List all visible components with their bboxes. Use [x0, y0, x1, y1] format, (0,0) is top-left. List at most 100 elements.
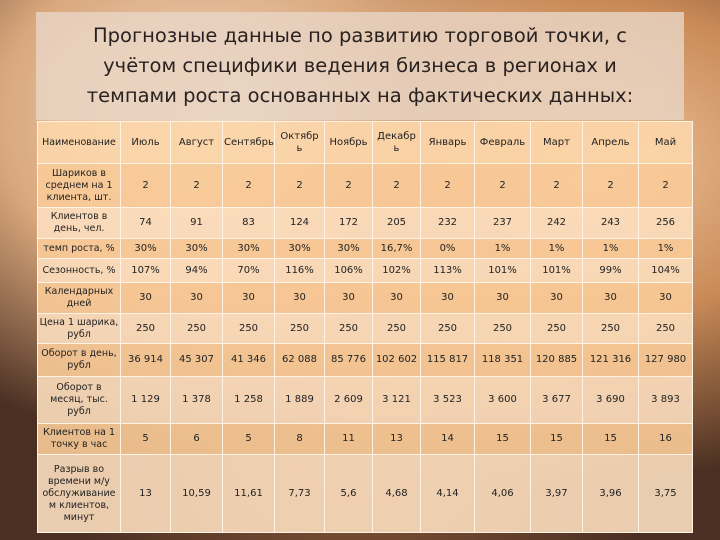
header-month-cell: Ноябрь: [324, 121, 373, 164]
value-cell: 3 690: [582, 376, 639, 425]
value-cell: 1 129: [120, 376, 171, 425]
row-label-cell: Календарных дней: [37, 281, 121, 314]
value-cell: 102%: [372, 258, 421, 283]
value-cell: 5: [222, 423, 275, 456]
header-label-cell: Наименование: [37, 121, 121, 164]
value-cell: 124: [274, 207, 325, 239]
value-cell: 30: [120, 281, 171, 314]
value-cell: 1 258: [222, 376, 275, 425]
row-label-cell: темп роста, %: [37, 237, 121, 260]
row-label-cell: Клиентов на 1 точку в час: [37, 423, 121, 456]
value-cell: 113%: [420, 258, 475, 283]
value-cell: 74: [120, 207, 171, 239]
value-cell: 8: [274, 423, 325, 456]
value-cell: 30: [638, 281, 693, 314]
value-cell: 250: [372, 312, 421, 345]
value-cell: 3 121: [372, 376, 421, 425]
value-cell: 3,75: [638, 454, 693, 533]
value-cell: 250: [420, 312, 475, 345]
header-month-cell: Октябр ь: [274, 121, 325, 164]
value-cell: 205: [372, 207, 421, 239]
value-cell: 2: [530, 162, 583, 209]
value-cell: 91: [170, 207, 223, 239]
value-cell: 250: [120, 312, 171, 345]
value-cell: 2: [638, 162, 693, 209]
row-label-cell: Оборот в месяц, тыс. рубл: [37, 376, 121, 425]
value-cell: 101%: [530, 258, 583, 283]
value-cell: 237: [474, 207, 531, 239]
value-cell: 1%: [638, 237, 693, 260]
value-cell: 250: [530, 312, 583, 345]
row-label-cell: Сезонность, %: [37, 258, 121, 283]
header-month-cell: Сентябрь: [222, 121, 275, 164]
value-cell: 2: [120, 162, 171, 209]
value-cell: 1 378: [170, 376, 223, 425]
value-cell: 127 980: [638, 343, 693, 378]
value-cell: 121 316: [582, 343, 639, 378]
table-row: Клиентов в день, чел. 74 91 83 124 172 2…: [37, 207, 693, 239]
value-cell: 4,14: [420, 454, 475, 533]
header-month-cell: Август: [170, 121, 223, 164]
value-cell: 115 817: [420, 343, 475, 378]
value-cell: 3,97: [530, 454, 583, 533]
value-cell: 232: [420, 207, 475, 239]
value-cell: 104%: [638, 258, 693, 283]
value-cell: 3 677: [530, 376, 583, 425]
value-cell: 30: [274, 281, 325, 314]
value-cell: 101%: [474, 258, 531, 283]
value-cell: 250: [170, 312, 223, 345]
value-cell: 94%: [170, 258, 223, 283]
page-title: Прогнозные данные по развитию торговой т…: [86, 24, 634, 107]
header-month-cell: Май: [638, 121, 693, 164]
value-cell: 70%: [222, 258, 275, 283]
value-cell: 1%: [582, 237, 639, 260]
value-cell: 2: [324, 162, 373, 209]
table-row: Разрыв во времени м/у обслуживание м кли…: [37, 454, 693, 533]
value-cell: 30%: [170, 237, 223, 260]
value-cell: 116%: [274, 258, 325, 283]
value-cell: 30: [324, 281, 373, 314]
value-cell: 2: [420, 162, 475, 209]
header-month-cell: Июль: [120, 121, 171, 164]
value-cell: 62 088: [274, 343, 325, 378]
value-cell: 4,06: [474, 454, 531, 533]
value-cell: 30: [530, 281, 583, 314]
value-cell: 16,7%: [372, 237, 421, 260]
value-cell: 5,6: [324, 454, 373, 533]
value-cell: 250: [274, 312, 325, 345]
value-cell: 15: [474, 423, 531, 456]
table-header-row: Наименование Июль Август Сентябрь Октябр…: [37, 121, 693, 164]
value-cell: 1%: [530, 237, 583, 260]
value-cell: 102 602: [372, 343, 421, 378]
value-cell: 30: [582, 281, 639, 314]
value-cell: 0%: [420, 237, 475, 260]
value-cell: 99%: [582, 258, 639, 283]
value-cell: 3 893: [638, 376, 693, 425]
value-cell: 11,61: [222, 454, 275, 533]
value-cell: 36 914: [120, 343, 171, 378]
value-cell: 250: [474, 312, 531, 345]
value-cell: 83: [222, 207, 275, 239]
value-cell: 6: [170, 423, 223, 456]
value-cell: 30: [222, 281, 275, 314]
value-cell: 2: [372, 162, 421, 209]
header-month-cell: Декабр ь: [372, 121, 421, 164]
value-cell: 30%: [324, 237, 373, 260]
value-cell: 45 307: [170, 343, 223, 378]
value-cell: 1%: [474, 237, 531, 260]
value-cell: 3,96: [582, 454, 639, 533]
value-cell: 5: [120, 423, 171, 456]
value-cell: 2: [170, 162, 223, 209]
value-cell: 1 889: [274, 376, 325, 425]
forecast-table: Наименование Июль Август Сентябрь Октябр…: [37, 121, 693, 533]
value-cell: 172: [324, 207, 373, 239]
value-cell: 30: [170, 281, 223, 314]
row-label-cell: Цена 1 шарика, рубл: [37, 312, 121, 345]
forecast-table-container: Наименование Июль Август Сентябрь Октябр…: [37, 121, 693, 533]
value-cell: 256: [638, 207, 693, 239]
header-month-cell: Январь: [420, 121, 475, 164]
title-panel: Прогнозные данные по развитию торговой т…: [36, 12, 684, 120]
value-cell: 2: [582, 162, 639, 209]
table-row: Цена 1 шарика, рубл 250 250 250 250 250 …: [37, 312, 693, 345]
value-cell: 242: [530, 207, 583, 239]
